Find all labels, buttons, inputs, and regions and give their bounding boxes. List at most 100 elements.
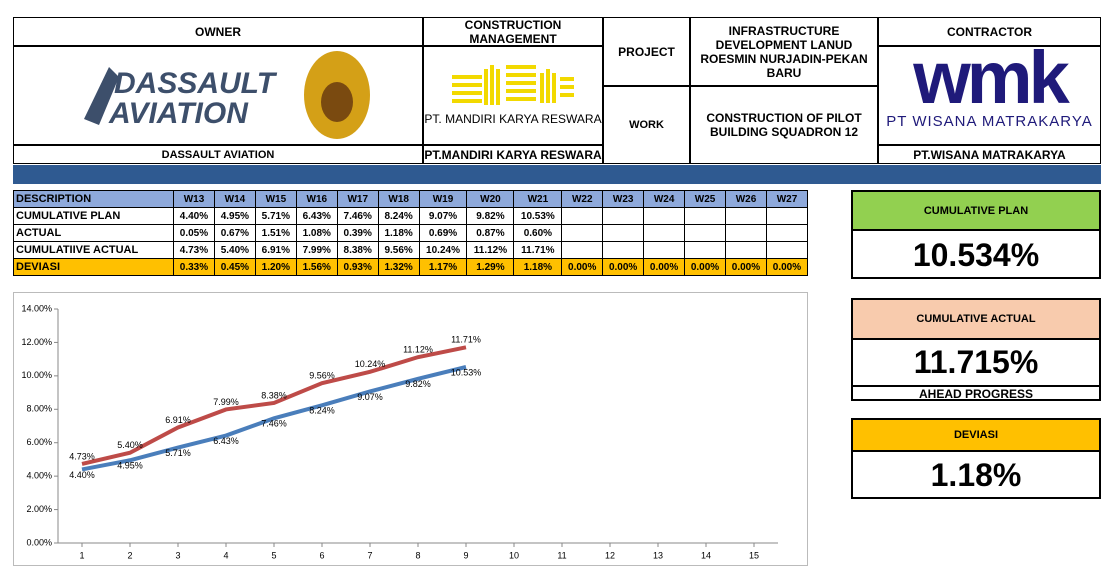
card-label: DEVIASI: [853, 420, 1099, 452]
table-cell: 11.71%: [513, 241, 563, 259]
x-tick-label: 9: [463, 550, 468, 560]
y-tick-label: 6.00%: [26, 437, 52, 447]
table-cell: 10.24%: [418, 241, 468, 259]
card-value: 11.715%: [853, 340, 1099, 387]
table-cell: 4.40%: [173, 207, 215, 225]
table-cell: 1.18%: [377, 224, 420, 242]
table-cell: 0.05%: [173, 224, 215, 242]
wmk-logo: wmk: [913, 36, 1070, 119]
x-tick-label: 13: [653, 550, 663, 560]
card-note: AHEAD PROGRESS: [918, 387, 1034, 401]
card-label: CUMULATIVE PLAN: [853, 192, 1099, 231]
empty-cell: [725, 241, 767, 259]
table-cell: 0.00%: [561, 258, 604, 276]
table-cell: DEVIASI: [13, 258, 174, 276]
data-label: 4.73%: [69, 451, 95, 461]
empty-cell: [561, 207, 604, 225]
table-cell: 0.00%: [725, 258, 767, 276]
table-cell: 1.32%: [377, 258, 420, 276]
table-cell: ACTUAL: [13, 224, 174, 242]
table-cell: 0.00%: [602, 258, 645, 276]
contractor-logo: wmk PT WISANA MATRAKARYA: [878, 36, 1101, 145]
x-tick-label: 14: [701, 550, 711, 560]
x-tick-label: 10: [509, 550, 519, 560]
empty-cell: [765, 224, 809, 242]
emblem: [321, 82, 353, 122]
project-label: PROJECT: [603, 17, 690, 86]
data-label: 6.91%: [165, 415, 191, 425]
table-cell: 1.51%: [254, 224, 297, 242]
table-cell: 0.69%: [418, 224, 468, 242]
series-line: [81, 345, 467, 466]
table-cell: 0.45%: [213, 258, 256, 276]
table-cell: 8.38%: [336, 241, 379, 259]
data-label: 7.46%: [261, 419, 287, 429]
header-cell: W25: [684, 190, 726, 208]
logo-text: AVIATION: [108, 97, 249, 130]
empty-cell: [561, 241, 604, 259]
empty-cell: [765, 241, 809, 259]
data-label: 11.12%: [403, 345, 433, 355]
table-cell: 11.12%: [466, 241, 515, 259]
data-label: 10.53%: [451, 367, 482, 377]
series-line: [81, 365, 467, 472]
header-cell: W24: [643, 190, 686, 208]
table-cell: 4.73%: [173, 241, 215, 259]
x-tick-label: 5: [271, 550, 276, 560]
header-cell: W17: [336, 190, 379, 208]
data-label: 11.71%: [451, 335, 481, 345]
owner-logo: DASSAULT AVIATION: [13, 46, 423, 145]
x-tick-label: 1: [79, 550, 84, 560]
table-cell: CUMULATIIVE ACTUAL: [13, 241, 174, 259]
work-label: WORK: [603, 86, 690, 164]
table-cell: 9.56%: [377, 241, 420, 259]
chart: 0.00%2.00%4.00%6.00%8.00%10.00%12.00%14.…: [13, 292, 808, 566]
header-cell: W18: [377, 190, 420, 208]
x-tick-label: 6: [319, 550, 324, 560]
table-cell: 0.60%: [513, 224, 563, 242]
blue-band: [13, 165, 1101, 184]
y-tick-label: 4.00%: [26, 471, 52, 481]
table-cell: 8.24%: [377, 207, 420, 225]
empty-cell: [684, 241, 726, 259]
x-tick-label: 8: [415, 550, 420, 560]
y-tick-label: 8.00%: [26, 404, 52, 414]
cm-logo-art: [452, 65, 574, 105]
empty-cell: [561, 224, 604, 242]
data-label: 9.82%: [405, 379, 431, 389]
data-label: 6.43%: [213, 436, 239, 446]
header-cell: W22: [561, 190, 604, 208]
table-cell: 4.95%: [213, 207, 256, 225]
table-cell: 5.71%: [254, 207, 297, 225]
table-cell: 1.08%: [295, 224, 338, 242]
table-cell: 6.91%: [254, 241, 297, 259]
header-cell: W21: [513, 190, 563, 208]
table-row: DEVIASI 0.33% 0.45% 1.20% 1.56% 0.93% 1.32% 1.1…: [13, 258, 809, 276]
owner-label: OWNER: [13, 17, 423, 46]
table-cell: 1.56%: [295, 258, 338, 276]
card-value: 10.534%: [912, 236, 1040, 273]
header-cell: W19: [418, 190, 468, 208]
table-cell: 7.46%: [336, 207, 379, 225]
data-label: 5.40%: [117, 440, 143, 450]
empty-cell: [684, 224, 726, 242]
x-tick-label: 2: [127, 550, 132, 560]
data-label: 5.71%: [165, 448, 191, 458]
data-label: 9.07%: [357, 392, 383, 402]
empty-cell: [643, 224, 686, 242]
y-tick-label: 0.00%: [26, 537, 52, 547]
table-cell: 0.87%: [466, 224, 515, 242]
empty-cell: [684, 207, 726, 225]
empty-cell: [602, 241, 645, 259]
owner-name: DASSAULT AVIATION: [13, 145, 423, 164]
table-row: CUMULATIVE PLAN 4.40% 4.95% 5.71% 6.43% 7.46%…: [13, 207, 809, 225]
empty-cell: [725, 207, 767, 225]
logo-text: DASSAULT: [114, 67, 278, 100]
empty-cell: [602, 207, 645, 225]
contractor-name: PT.WISANA MATRAKARYA: [878, 145, 1101, 164]
actual-card: CUMULATIVE ACTUAL 11.715% AHEAD PROGRESS: [851, 298, 1101, 401]
data-label: 4.95%: [117, 461, 143, 471]
work: CONSTRUCTION OF PILOT BUILDING SQUADRON …: [690, 86, 878, 164]
x-tick-label: 7: [367, 550, 372, 560]
